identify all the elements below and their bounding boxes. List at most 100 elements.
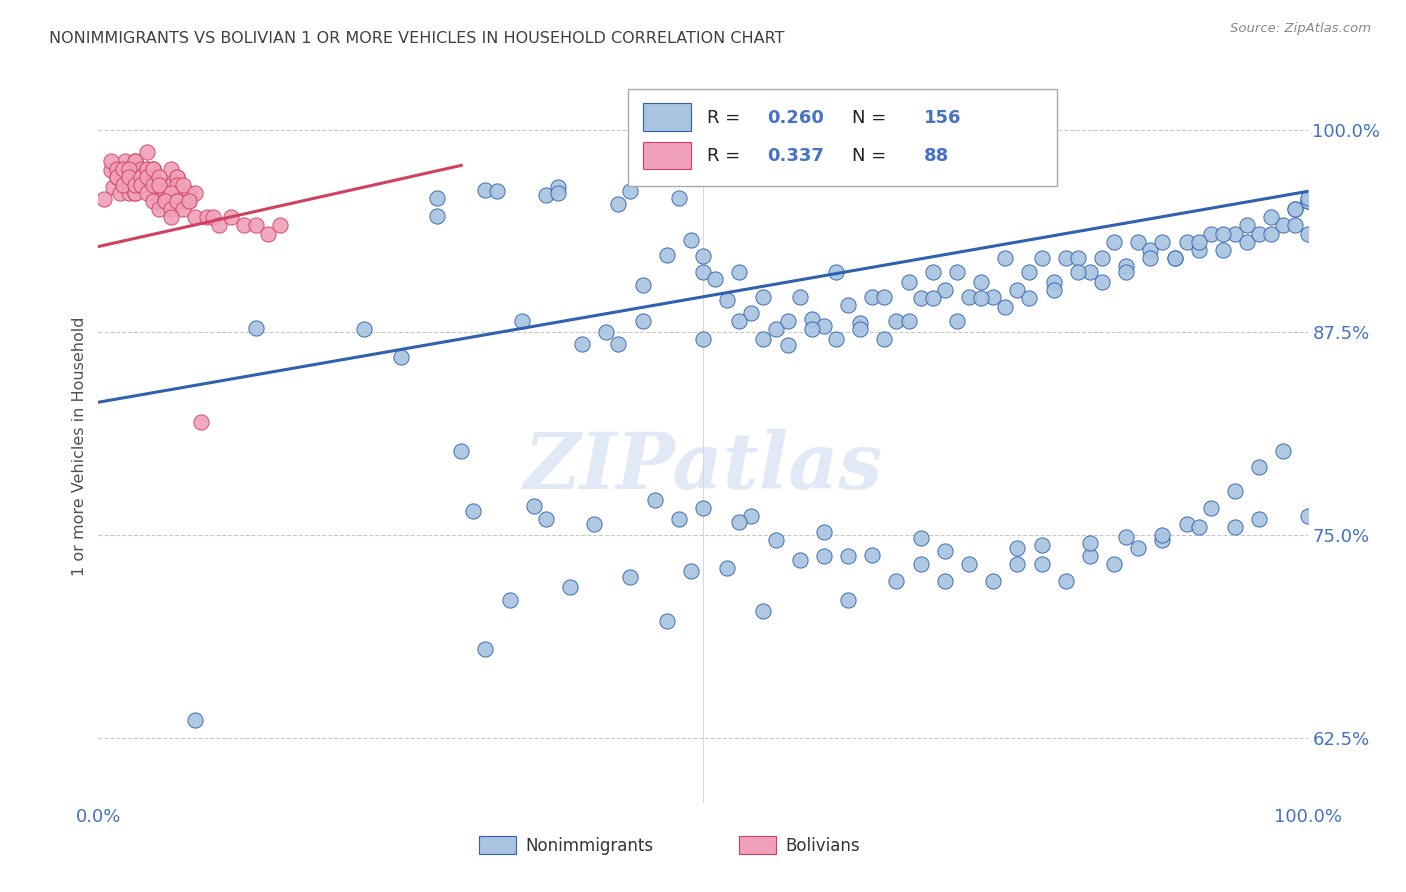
Point: [1031, 538, 1053, 552]
Point: [135, 169, 157, 184]
Point: [135, 161, 157, 176]
Point: [426, 209, 449, 223]
Point: [129, 178, 152, 192]
Point: [910, 292, 932, 306]
Point: [970, 292, 993, 306]
Point: [124, 178, 146, 192]
Point: [789, 552, 811, 566]
Point: [111, 169, 134, 184]
Text: ZIPatlas: ZIPatlas: [523, 429, 883, 506]
Text: Source: ZipAtlas.com: Source: ZipAtlas.com: [1230, 22, 1371, 36]
Point: [897, 314, 920, 328]
Point: [752, 290, 775, 304]
Point: [463, 504, 485, 518]
Point: [486, 185, 509, 199]
Point: [135, 161, 157, 176]
Point: [148, 186, 170, 200]
Text: R =: R =: [707, 147, 745, 165]
Point: [148, 178, 170, 192]
Point: [825, 332, 848, 346]
Point: [190, 415, 212, 429]
FancyBboxPatch shape: [740, 837, 776, 855]
Point: [135, 169, 157, 184]
Point: [166, 169, 188, 184]
Point: [765, 322, 787, 336]
Point: [740, 508, 762, 523]
Point: [1223, 227, 1246, 241]
Text: 0.337: 0.337: [768, 147, 824, 165]
Point: [135, 145, 157, 160]
Point: [1078, 265, 1101, 279]
Point: [668, 512, 690, 526]
Point: [813, 524, 835, 539]
Point: [245, 219, 267, 233]
Point: [981, 574, 1004, 588]
Point: [849, 322, 872, 336]
Point: [166, 194, 188, 208]
Point: [813, 549, 835, 564]
Point: [523, 499, 546, 513]
Point: [1199, 500, 1222, 515]
Point: [910, 532, 932, 546]
Point: [1272, 443, 1295, 458]
Point: [1007, 541, 1029, 556]
Point: [153, 194, 176, 208]
Point: [752, 604, 775, 618]
Point: [148, 202, 170, 217]
Point: [153, 178, 176, 192]
Point: [129, 178, 152, 192]
Point: [153, 186, 176, 200]
Text: R =: R =: [707, 109, 745, 127]
Point: [921, 292, 943, 306]
Point: [160, 178, 183, 192]
Point: [873, 332, 896, 346]
Point: [825, 265, 848, 279]
Point: [232, 219, 254, 233]
Point: [1163, 251, 1185, 265]
FancyBboxPatch shape: [479, 837, 516, 855]
Point: [1078, 549, 1101, 564]
Point: [129, 178, 152, 192]
Point: [897, 275, 920, 289]
Point: [135, 186, 157, 200]
Text: 156: 156: [924, 109, 962, 127]
Point: [631, 278, 654, 293]
Point: [692, 265, 714, 279]
Point: [728, 314, 751, 328]
Point: [1296, 227, 1319, 241]
Point: [994, 251, 1017, 265]
Point: [160, 211, 183, 225]
Text: Nonimmigrants: Nonimmigrants: [526, 837, 654, 855]
Point: [172, 202, 194, 217]
Point: [765, 533, 787, 547]
Point: [679, 564, 702, 578]
Point: [184, 211, 207, 225]
Point: [245, 320, 267, 334]
Point: [1054, 574, 1077, 588]
Point: [1018, 292, 1040, 306]
Point: [1296, 194, 1319, 208]
Point: [1067, 251, 1090, 265]
Point: [728, 265, 751, 279]
Point: [789, 290, 811, 304]
Point: [1175, 235, 1198, 249]
Point: [849, 316, 872, 330]
Point: [1054, 251, 1077, 265]
Point: [547, 179, 569, 194]
Point: [1031, 251, 1053, 265]
Point: [655, 247, 678, 261]
Point: [269, 219, 291, 233]
Text: 0.260: 0.260: [768, 109, 824, 127]
Point: [1152, 235, 1174, 249]
Point: [93, 193, 115, 207]
Point: [607, 197, 630, 211]
Point: [118, 161, 141, 176]
Point: [118, 178, 141, 192]
Point: [1115, 259, 1137, 273]
Point: [1236, 235, 1258, 249]
Point: [148, 178, 170, 192]
Point: [256, 227, 278, 241]
Point: [1031, 558, 1053, 572]
Point: [160, 161, 183, 176]
Point: [1188, 235, 1211, 249]
